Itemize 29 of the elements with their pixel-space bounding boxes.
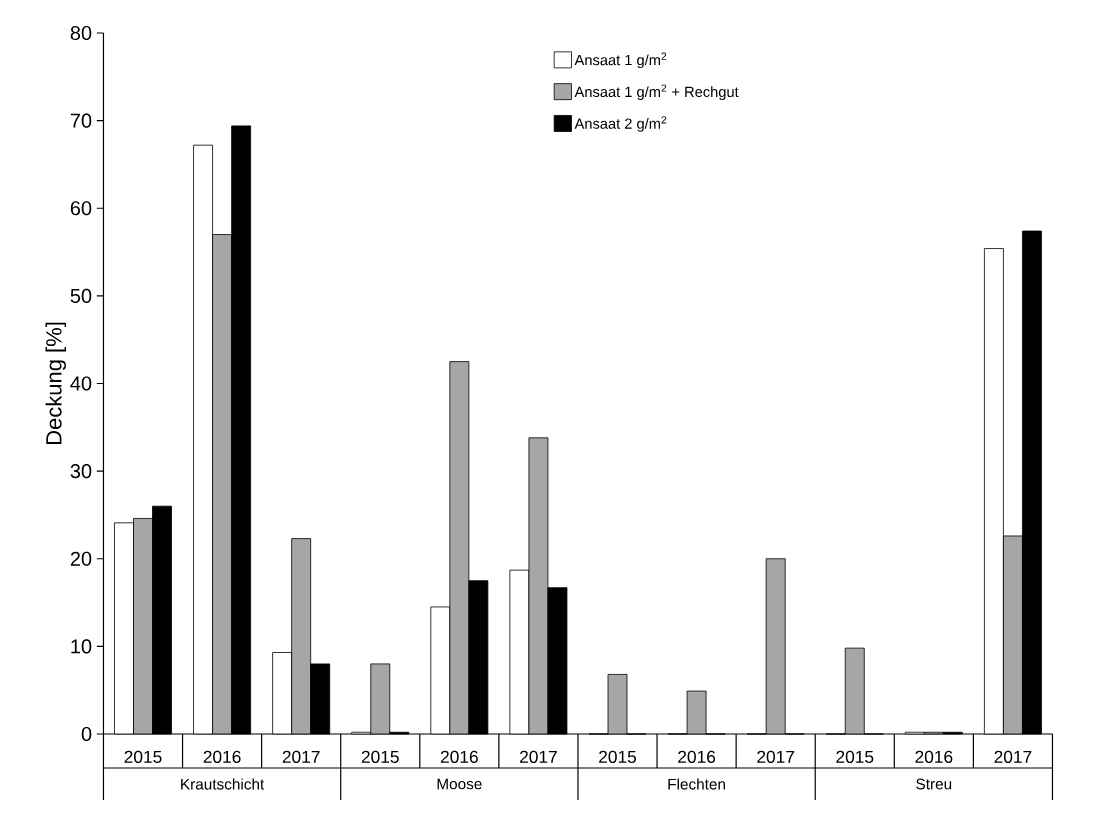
y-tick-label: 40 (70, 376, 92, 391)
y-axis-title: Deckung [%] (45, 322, 67, 445)
x-tick-label: 2017 (994, 750, 1032, 763)
x-tick-label: 2017 (282, 750, 320, 763)
x-tick-label: 2017 (520, 750, 557, 763)
legend-label: Ansaat 2 g/m$^{2}$ (574, 116, 667, 132)
legend-label: Ansaat 1 g/m$^{2}$ + Rechgut (574, 84, 739, 100)
x-tick-label: 2017 (757, 750, 795, 763)
y-tick-label: 10 (71, 639, 92, 654)
y-tick-label: 60 (70, 201, 92, 216)
y-tick-label: 20 (70, 551, 92, 566)
x-tick-label: 2015 (124, 750, 162, 763)
legend-label: Ansaat 1 g/m$^{2}$ (574, 52, 667, 69)
text: Streu (916, 778, 952, 790)
text: Moose (437, 778, 482, 790)
y-tick-label: 70 (70, 113, 92, 128)
y-tick-label: 80 (70, 25, 92, 41)
y-tick-label: 0 (81, 726, 92, 742)
y-tick-label: 30 (70, 464, 92, 479)
x-tick-label: 2016 (678, 750, 716, 763)
x-tick-label: 2015 (599, 750, 637, 763)
text: Flechten (668, 778, 725, 790)
x-tick-label: 2015 (361, 750, 399, 763)
x-tick-label: 2016 (915, 750, 953, 763)
text: Krautschicht (181, 778, 265, 790)
x-tick-label: 2015 (836, 750, 874, 763)
y-tick-label: 50 (70, 288, 92, 303)
x-tick-label: 2016 (203, 750, 241, 763)
x-tick-label: 2016 (440, 750, 478, 763)
